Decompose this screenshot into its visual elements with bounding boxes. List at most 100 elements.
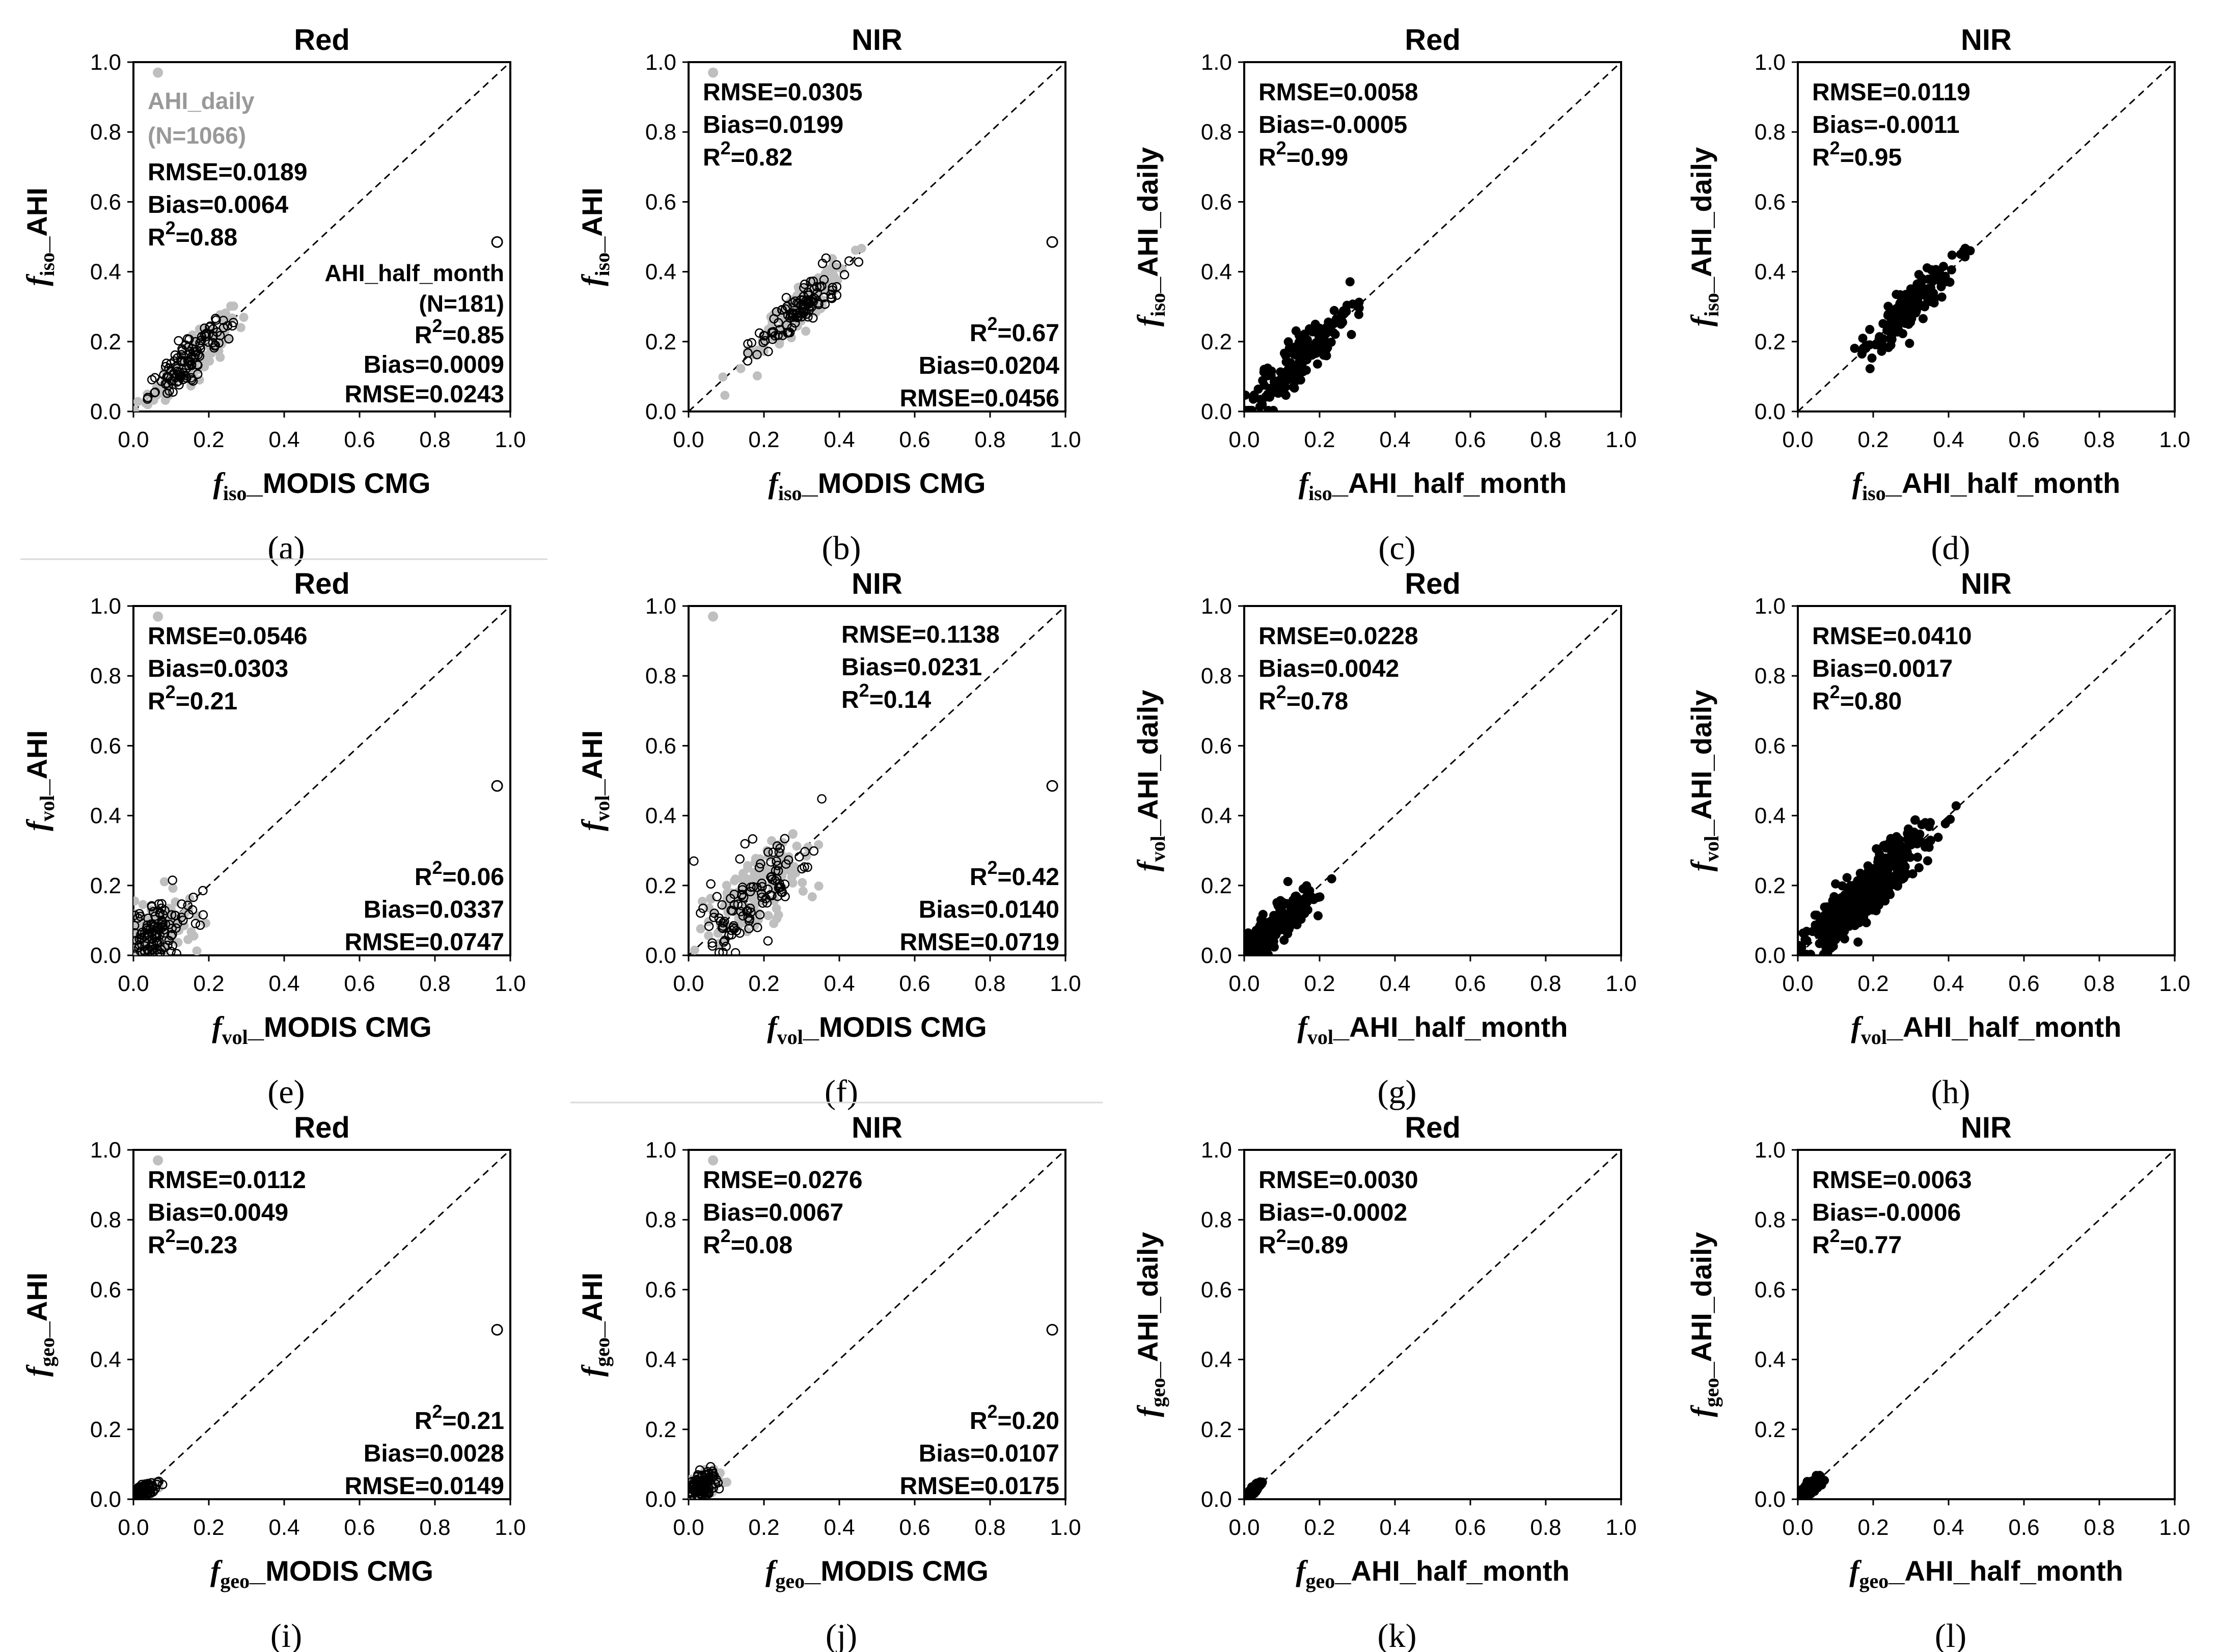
y-axis-label: fiso_AHI [576,187,614,286]
data-layer [133,62,510,411]
stats-bottom-line: RMSE=0.0243 [344,381,504,408]
daily-point [138,900,148,910]
x-tick-label: 0.6 [2008,971,2039,996]
panel-title: NIR [1961,1111,2012,1144]
x-tick-label: 0.0 [1782,971,1813,996]
x-tick-label: 1.0 [1605,971,1636,996]
stats-top-line: Bias=0.0049 [148,1199,288,1226]
stat-superscript: 2 [432,315,443,336]
stat-value: =0.21 [176,688,237,715]
half-month-point [695,1465,705,1475]
stats-top-line: RMSE=0.1138 [841,621,1000,648]
x-tick-label: 0.0 [1782,427,1813,452]
half-month-point [211,315,221,325]
daily-point [168,884,178,893]
y-tick-label: 0.0 [645,1487,676,1512]
y-tick-label: 0.6 [645,189,676,214]
half-month-point [215,331,225,341]
scatter-point [1259,365,1269,374]
half-month-point [171,911,180,921]
scatter-point [1912,839,1922,849]
stats-bottom-line: Bias=0.0107 [919,1440,1059,1467]
stat-r: R [415,864,432,891]
panel-c: Red 0.0 0.2 0.4 0.6 0.8 1.0 0.0 0.2 0.4 0.6 0.8 1.0 f… [1131,23,1637,567]
daily-point [769,919,779,928]
x-axis-label: fvol_MODIS CMG [767,1010,987,1049]
daily-point [720,391,730,400]
legend-half-month-marker [1046,1324,1058,1336]
plot-frame [1797,1149,2176,1500]
stats-top-line: Bias=0.0067 [703,1199,843,1226]
stats-bottom-line: R2=0.85 [415,315,504,349]
stats-top-line: Bias=0.0303 [148,655,288,682]
stat-value: =0.42 [998,864,1059,891]
data-layer [1798,606,2175,955]
scatter-point [1333,315,1343,325]
half-month-point [198,886,208,896]
legend-half-month-marker [491,1324,503,1336]
panel-j: NIR 0.0 0.2 0.4 0.6 0.8 1.0 0.0 0.2 0.4 0.6 0.8 1.0 f… [576,1111,1081,1652]
panel-title: Red [294,567,350,600]
half-month-point [745,903,755,913]
axis-subscript: iso [1308,482,1332,505]
scatter-point [1920,287,1930,297]
scatter-point [1929,288,1938,298]
stat-value: =0.23 [176,1232,237,1259]
stats-top-line: RMSE=0.0228 [1258,623,1418,650]
scatter-point [1853,937,1863,947]
stat-r: R [415,1408,432,1435]
x-tick-label: 0.6 [344,1515,375,1540]
half-month-point [135,947,146,955]
y-tick-label: 0.8 [645,120,676,145]
y-tick-label: 1.0 [645,1138,676,1163]
stats-bottom-line: R2=0.67 [970,313,1059,347]
stats-bottom-line: RMSE=0.0175 [899,1473,1059,1500]
x-axis-label: fvol_AHI_half_month [1298,1010,1568,1049]
half-month-point [803,862,812,872]
half-month-point [173,366,182,376]
scatter-point [1824,921,1834,930]
scatter-point [1858,334,1868,343]
scatter-point [1884,872,1894,882]
scatter-point [1927,297,1936,307]
half-month-point [712,892,722,901]
daily-point [736,364,746,373]
scatter-point [1273,389,1283,398]
panel-b: NIR 0.0 0.2 0.4 0.6 0.8 1.0 0.0 0.2 0.4 0.6 0.8 1.0 f… [576,23,1081,567]
y-tick-label: 0.2 [1755,873,1786,898]
axis-text: _AHI [576,730,608,796]
scatter-point [1313,893,1323,902]
half-month-point [844,256,854,266]
scatter-point [1915,830,1925,839]
y-tick-label: 0.8 [645,1207,676,1232]
scatter-point [1271,376,1280,386]
scatter-point [1847,894,1856,903]
half-month-point [153,949,162,955]
x-tick-label: 0.8 [419,1515,450,1540]
daily-point [788,878,798,888]
stats-bottom-line: R2=0.06 [415,857,504,891]
half-month-point [147,375,157,384]
x-tick-label: 0.8 [419,971,450,996]
stats-bottom-line: RMSE=0.0719 [899,929,1059,956]
stats-top-line: RMSE=0.0305 [703,79,863,106]
half-month-point [747,338,757,348]
stat-r: R [703,144,721,171]
x-tick-label: 0.2 [1857,427,1888,452]
y-tick-label: 0.4 [1201,804,1232,829]
x-tick-label: 0.8 [2084,427,2115,452]
half-month-point [706,1462,716,1472]
daily-point [807,892,817,901]
x-tick-label: 0.4 [1933,971,1964,996]
x-tick-label: 0.0 [118,971,149,996]
half-month-point [198,910,208,920]
x-tick-label: 0.0 [1228,1515,1259,1540]
daily-point [192,946,202,955]
stat-r: R [970,864,988,891]
scatter-point [1922,263,1932,273]
stat-superscript: 2 [1830,1225,1840,1246]
panel-title: NIR [1961,23,2012,57]
x-tick-label: 0.2 [1304,427,1335,452]
half-month-point [167,923,177,933]
y-tick-label: 1.0 [1755,50,1786,75]
